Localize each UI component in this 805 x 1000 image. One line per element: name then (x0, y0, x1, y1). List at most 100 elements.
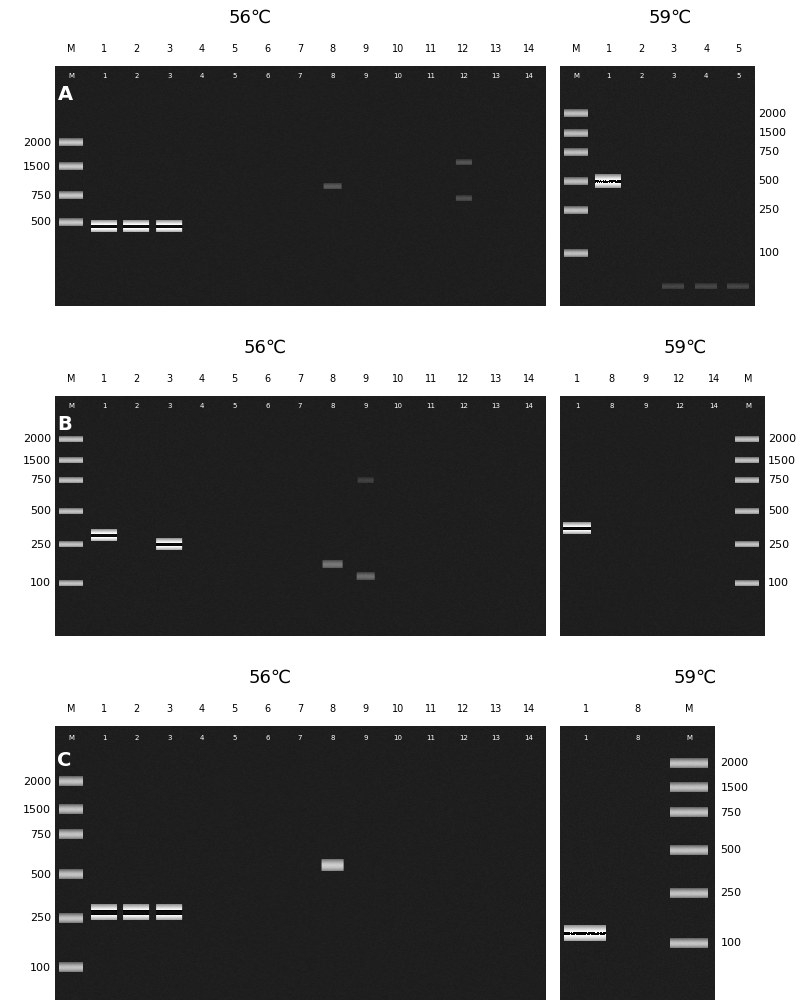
Text: 12: 12 (457, 374, 469, 384)
Text: 250: 250 (768, 540, 789, 550)
Text: 2000: 2000 (23, 434, 52, 444)
Text: 1: 1 (101, 704, 107, 714)
Text: 12: 12 (675, 403, 684, 409)
Text: 9: 9 (362, 374, 369, 384)
Text: 13: 13 (490, 44, 502, 54)
Text: 8: 8 (609, 374, 614, 384)
Text: 7: 7 (298, 403, 302, 409)
Text: 9: 9 (363, 735, 368, 741)
Text: 750: 750 (30, 830, 52, 840)
Text: 500: 500 (768, 506, 789, 516)
Text: M: M (68, 73, 74, 79)
Text: 9: 9 (363, 403, 368, 409)
Text: 8: 8 (609, 403, 613, 409)
Text: M: M (68, 735, 74, 741)
Text: 1: 1 (605, 44, 612, 54)
Text: 7: 7 (298, 735, 302, 741)
Text: 4: 4 (199, 374, 205, 384)
Text: 12: 12 (459, 735, 468, 741)
Text: 14: 14 (524, 403, 533, 409)
Text: 6: 6 (265, 735, 270, 741)
Text: 59℃: 59℃ (663, 339, 707, 357)
Text: 250: 250 (720, 888, 741, 898)
Text: 250: 250 (30, 540, 52, 550)
Text: 1: 1 (101, 374, 107, 384)
Text: M: M (67, 44, 76, 54)
Text: 13: 13 (492, 403, 501, 409)
Text: 750: 750 (758, 147, 779, 157)
Text: 1: 1 (584, 735, 588, 741)
Text: 3: 3 (167, 704, 172, 714)
Text: M: M (744, 374, 752, 384)
Text: 12: 12 (457, 704, 469, 714)
Text: 14: 14 (522, 704, 535, 714)
Text: 8: 8 (329, 374, 336, 384)
Text: 3: 3 (167, 735, 171, 741)
Text: 9: 9 (643, 403, 648, 409)
Text: 2000: 2000 (758, 109, 786, 119)
Text: 56℃: 56℃ (249, 669, 291, 687)
Text: 2: 2 (134, 704, 140, 714)
Text: 10: 10 (394, 73, 402, 79)
Text: 1500: 1500 (23, 805, 52, 815)
Text: 4: 4 (200, 735, 204, 741)
Text: 1500: 1500 (23, 456, 52, 466)
Text: 1500: 1500 (758, 128, 786, 138)
Text: 8: 8 (330, 735, 335, 741)
Text: 8: 8 (330, 403, 335, 409)
Text: 100: 100 (31, 963, 52, 973)
Text: 5: 5 (232, 44, 237, 54)
Text: 1: 1 (575, 403, 580, 409)
Text: 8: 8 (635, 735, 640, 741)
Text: 9: 9 (363, 73, 368, 79)
Text: 5: 5 (232, 374, 237, 384)
Text: 11: 11 (426, 73, 436, 79)
Text: 3: 3 (671, 44, 677, 54)
Text: 250: 250 (30, 913, 52, 923)
Text: 3: 3 (167, 403, 171, 409)
Text: 2: 2 (639, 73, 643, 79)
Text: B: B (57, 415, 72, 434)
Text: 8: 8 (634, 704, 641, 714)
Text: M: M (573, 73, 580, 79)
Text: 100: 100 (768, 578, 789, 588)
Text: 3: 3 (671, 73, 676, 79)
Text: 6: 6 (264, 374, 270, 384)
Text: 500: 500 (720, 845, 741, 855)
Text: 14: 14 (708, 374, 720, 384)
Text: 56℃: 56℃ (243, 339, 287, 357)
Text: 10: 10 (392, 704, 404, 714)
Text: 11: 11 (424, 704, 437, 714)
Text: 6: 6 (264, 704, 270, 714)
Text: 2: 2 (134, 44, 140, 54)
Text: 500: 500 (31, 217, 52, 227)
Text: 5: 5 (233, 403, 237, 409)
Text: 7: 7 (297, 704, 303, 714)
Text: 4: 4 (199, 44, 205, 54)
Text: 5: 5 (233, 735, 237, 741)
Text: 500: 500 (758, 176, 779, 186)
Text: 750: 750 (30, 191, 52, 201)
Text: 750: 750 (768, 475, 789, 485)
Text: C: C (57, 751, 72, 770)
Text: 10: 10 (392, 44, 404, 54)
Text: 1500: 1500 (768, 456, 796, 466)
Text: 59℃: 59℃ (648, 9, 691, 27)
Text: 5: 5 (232, 704, 237, 714)
Text: 14: 14 (522, 374, 535, 384)
Text: 6: 6 (265, 73, 270, 79)
Text: 12: 12 (459, 403, 468, 409)
Text: 500: 500 (31, 506, 52, 516)
Text: 14: 14 (524, 735, 533, 741)
Text: 2: 2 (134, 735, 138, 741)
Text: 13: 13 (490, 704, 502, 714)
Text: M: M (745, 403, 751, 409)
Text: 2: 2 (134, 403, 138, 409)
Text: 13: 13 (490, 374, 502, 384)
Text: 1: 1 (606, 73, 611, 79)
Text: 1: 1 (101, 403, 106, 409)
Text: 4: 4 (704, 44, 709, 54)
Text: 12: 12 (459, 73, 468, 79)
Text: 6: 6 (264, 44, 270, 54)
Text: 500: 500 (31, 870, 52, 880)
